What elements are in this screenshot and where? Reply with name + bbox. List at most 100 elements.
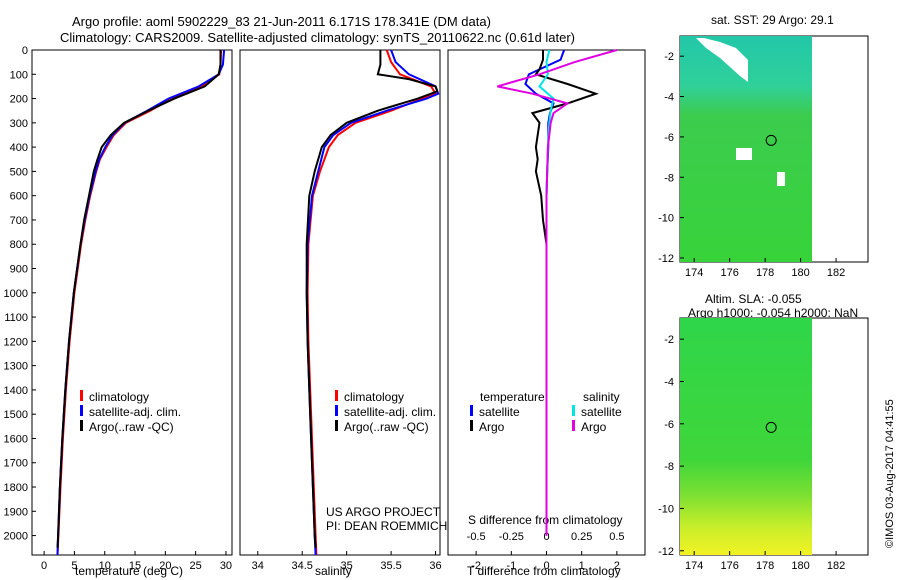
depth-tick-label: 1700: [4, 458, 28, 470]
depth-tick-label: 100: [10, 69, 28, 81]
map-lon-label: 180: [791, 560, 809, 572]
legend-swatch: [80, 405, 83, 416]
map-lon-label: 180: [791, 267, 809, 279]
map-lon-label: 178: [756, 560, 774, 572]
temp-line-satellite: [56, 49, 226, 556]
depth-tick-label: 600: [10, 191, 28, 203]
sst-land-patch: [696, 38, 748, 82]
map-lon-label: 182: [827, 267, 845, 279]
map-lat-label: -8: [664, 461, 674, 473]
s-diff-tick-label: 0.5: [609, 531, 624, 543]
map-lat-label: -12: [658, 546, 674, 558]
sst-island-patch: [736, 148, 752, 160]
map-lon-label: 174: [685, 267, 703, 279]
t-diff-tick-label: 0: [543, 560, 549, 572]
sal-tick-label: 34: [252, 560, 264, 572]
title-line2: Climatology: CARS2009. Satellite-adjuste…: [60, 30, 575, 45]
sal-tick-label: 36: [429, 560, 441, 572]
map-lat-label: -4: [664, 376, 674, 388]
legend-item: satellite: [572, 405, 622, 420]
legend-item: Argo: [470, 420, 520, 435]
sal-tick-label: 35: [341, 560, 353, 572]
map-lat-label: -12: [658, 253, 674, 265]
legend-label: climatology: [344, 390, 405, 404]
temp-tick-label: 25: [190, 560, 202, 572]
map-lon-label: 182: [827, 560, 845, 572]
temp-tick-label: 0: [41, 560, 47, 572]
depth-tick-label: 1400: [4, 385, 28, 397]
depth-tick-label: 300: [10, 118, 28, 130]
legend-item: Argo(..raw -QC): [80, 420, 181, 435]
map-lon-label: 178: [756, 267, 774, 279]
diff-legend-sal: satellite Argo: [572, 405, 622, 435]
legend-swatch: [470, 420, 473, 431]
sla-map-field: [680, 318, 812, 555]
temp-tick-label: 30: [220, 560, 232, 572]
map-lat-label: -2: [664, 51, 674, 63]
depth-tick-label: 1900: [4, 506, 28, 518]
temp-legend: climatology satellite-adj. clim. Argo(..…: [80, 390, 181, 435]
s-diff-tick-label: 0.25: [571, 531, 592, 543]
t-diff-xlabel: T difference from climatology: [467, 564, 621, 578]
sal-line-climatology: [306, 49, 438, 556]
temp-line-Argo: [56, 50, 222, 548]
legend-item: satellite: [470, 405, 520, 420]
s-diff-xlabel: S difference from climatology: [468, 513, 623, 527]
depth-tick-label: 500: [10, 166, 28, 178]
legend-swatch: [80, 390, 83, 401]
depth-tick-label: 700: [10, 215, 28, 227]
temp-tick-label: 5: [71, 560, 77, 572]
map-lat-label: -2: [664, 334, 674, 346]
sal-line-satellite: [305, 49, 440, 556]
legend-label: Argo: [581, 420, 607, 434]
sal-legend: climatology satellite-adj. clim. Argo(..…: [335, 390, 436, 435]
map-lat-label: -6: [664, 419, 674, 431]
temp-frame: [31, 49, 233, 556]
depth-tick-label: 1300: [4, 361, 28, 373]
sal-line-Argo: [305, 50, 439, 548]
depth-tick-label: 1200: [4, 336, 28, 348]
depth-tick-label: 400: [10, 142, 28, 154]
legend-swatch: [572, 420, 575, 431]
temp-xlabel: temperature (deg C): [75, 564, 184, 578]
sst-island-patch: [777, 172, 785, 186]
temp-line-climatology: [56, 49, 223, 556]
diff-legend-temp-head: temperature: [480, 390, 545, 404]
depth-tick-label: 1500: [4, 409, 28, 421]
legend-label: Argo: [479, 420, 505, 434]
sal-tick-label: 34.5: [292, 560, 313, 572]
map-lon-label: 174: [685, 560, 703, 572]
depth-tick-label: 1600: [4, 433, 28, 445]
map-lat-label: -10: [658, 503, 674, 515]
depth-tick-label: 1000: [4, 288, 28, 300]
map-lat-label: -6: [664, 132, 674, 144]
map-lat-label: -10: [658, 213, 674, 225]
diff-line-1: [530, 50, 599, 536]
temp-tick-label: 15: [129, 560, 141, 572]
sal-xlabel: salinity: [315, 564, 352, 578]
depth-tick-label: 1100: [4, 312, 28, 324]
t-diff-tick-label: 1: [579, 560, 585, 572]
sla-map-title-1: Altim. SLA: -0.055: [705, 292, 802, 306]
legend-swatch: [572, 405, 575, 416]
project-pi: PI: DEAN ROEMMICH: [326, 519, 448, 533]
diff-legend-sal-head: salinity: [583, 390, 620, 404]
sla-map-title-2: Argo h1000: -0.054 h2000: NaN: [688, 306, 859, 320]
legend-label: satellite-adj. clim.: [344, 405, 437, 419]
legend-label: climatology: [89, 390, 150, 404]
depth-tick-label: 2000: [4, 531, 28, 543]
diff-line-3: [497, 49, 618, 536]
legend-item: Argo(..raw -QC): [335, 420, 436, 435]
sst-map-title: sat. SST: 29 Argo: 29.1: [711, 13, 834, 27]
t-diff-tick-label: 2: [614, 560, 620, 572]
depth-tick-label: 900: [10, 264, 28, 276]
temp-tick-label: 20: [159, 560, 171, 572]
legend-swatch: [470, 405, 473, 416]
legend-item: climatology: [335, 390, 436, 405]
diff-line-0: [524, 49, 566, 536]
map-lat-label: -4: [664, 92, 674, 104]
depth-tick-label: 800: [10, 239, 28, 251]
legend-item: Argo: [572, 420, 622, 435]
legend-swatch: [80, 420, 83, 431]
